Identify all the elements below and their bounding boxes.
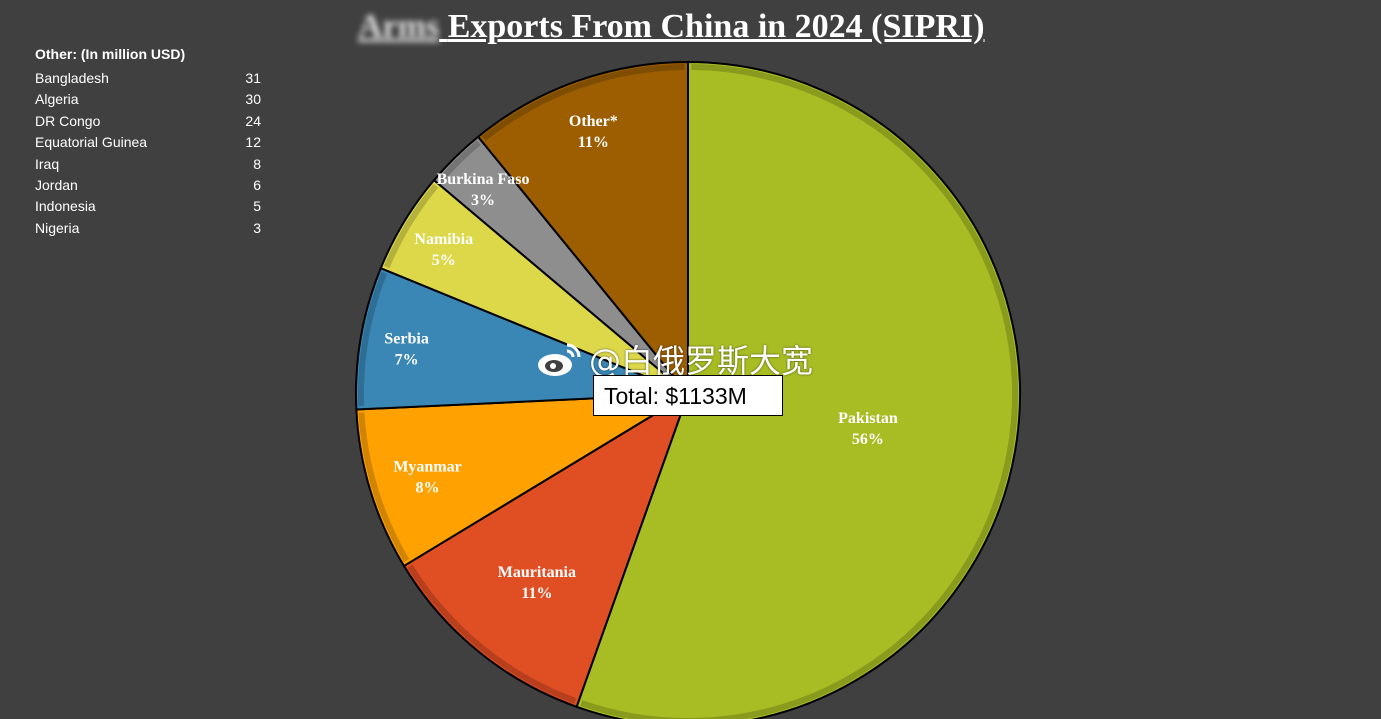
- table-row: Jordan 6: [35, 175, 265, 196]
- table-row: Equatorial Guinea 12: [35, 132, 265, 153]
- slice-label: Pakistan: [838, 410, 898, 427]
- slice-label: Mauritania: [498, 564, 576, 581]
- table-row: Iraq 8: [35, 154, 265, 175]
- row-country: Iraq: [35, 155, 60, 172]
- slice-label: Serbia: [384, 330, 428, 347]
- pie-slices: [355, 61, 1021, 719]
- row-country: DR Congo: [35, 112, 101, 129]
- pie-slice-rim: [580, 64, 1018, 719]
- row-value: 12: [245, 134, 261, 151]
- table-row: DR Congo 24: [35, 111, 265, 132]
- row-value: 3: [253, 219, 261, 236]
- row-country: Equatorial Guinea: [35, 134, 148, 151]
- pie-slice-rim: [383, 183, 439, 269]
- chart-title: Arms Exports From China in 2024 (SIPRI): [358, 8, 1018, 46]
- table-row: Nigeria 3: [35, 218, 265, 239]
- pie-labels: Pakistan 56% Mauritania 11% Myanmar 8% Serbia 7…: [384, 113, 897, 602]
- row-value: 8: [253, 155, 261, 172]
- slice-percent-label: 7%: [395, 351, 419, 368]
- pie-slice-rim: [358, 271, 387, 407]
- total-label: Total: $1133M: [593, 375, 783, 416]
- slice-percent-label: 56%: [852, 431, 884, 448]
- row-value: 24: [245, 112, 261, 129]
- pie-slice-serbia: [355, 267, 689, 411]
- table-row: Algeria 30: [35, 89, 265, 110]
- weibo-logo-icon: [535, 339, 583, 387]
- other-table-header: Other: (In million USD): [35, 46, 186, 62]
- pie-slice-pakistan: [575, 61, 1021, 719]
- pie-slice-rim: [407, 564, 577, 704]
- table-row: Bangladesh 31: [35, 68, 265, 89]
- slice-label: Burkina Faso: [437, 171, 530, 188]
- pie-slice-myanmar: [355, 393, 689, 567]
- slice-percent-label: 11%: [521, 585, 552, 602]
- pie-slice-mauritania: [402, 393, 689, 708]
- pie-slice-rim: [481, 64, 685, 141]
- title-obscured-prefix: Arms: [358, 8, 440, 45]
- title-text: Exports From China in 2024 (SIPRI): [447, 8, 985, 45]
- pie-slice-rim: [358, 412, 410, 563]
- row-country: Nigeria: [35, 219, 80, 236]
- slice-label: Namibia: [414, 231, 473, 248]
- watermark-text: @白俄罗斯大宽: [589, 342, 814, 380]
- row-country: Indonesia: [35, 198, 96, 215]
- slice-percent-label: 11%: [578, 134, 609, 151]
- row-country: Bangladesh: [35, 70, 109, 86]
- pie-slice-rim: [437, 140, 481, 183]
- slice-label: Myanmar: [393, 458, 461, 475]
- pie-slice-other: [477, 61, 689, 395]
- row-value: 5: [253, 198, 261, 215]
- row-value: 30: [245, 91, 261, 108]
- table-row: Indonesia 5: [35, 196, 265, 217]
- row-country: Jordan: [35, 176, 78, 193]
- slice-label: Other*: [569, 113, 618, 130]
- row-country: Algeria: [35, 91, 79, 108]
- row-value: 31: [245, 70, 261, 86]
- slice-percent-label: 3%: [471, 192, 495, 209]
- other-breakdown-table: Other: (In million USD) Bangladesh 31 Al…: [35, 44, 265, 239]
- watermark: @白俄罗斯大宽: [535, 336, 813, 387]
- slice-percent-label: 8%: [416, 479, 440, 496]
- row-value: 6: [253, 176, 261, 193]
- slice-percent-label: 5%: [432, 252, 456, 269]
